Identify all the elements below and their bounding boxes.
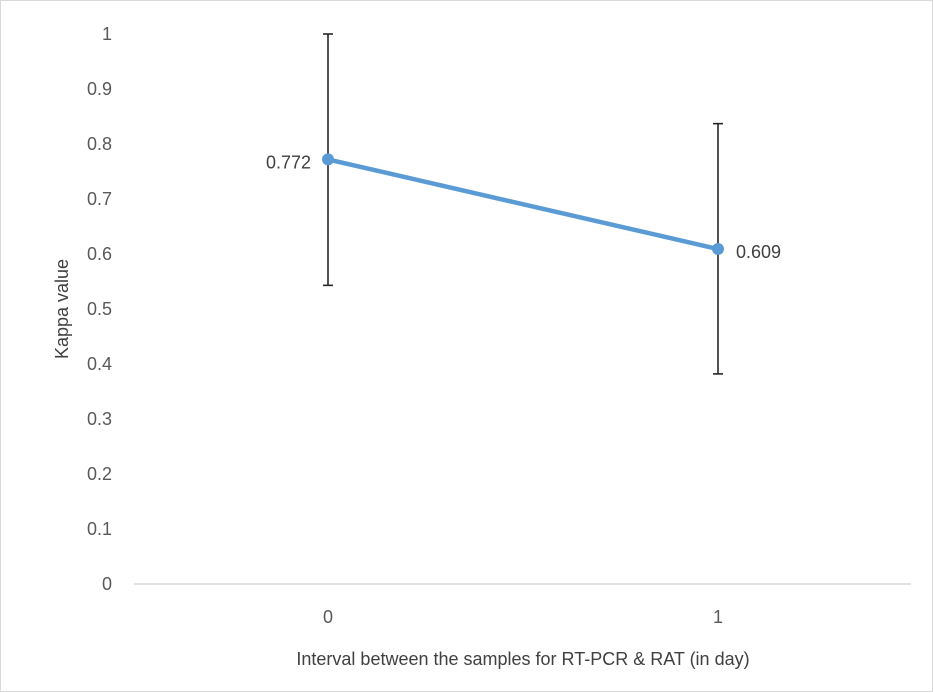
y-tick-label-8: 0.8 — [87, 134, 112, 154]
data-point-0 — [322, 153, 334, 166]
x-tick-label-0: 0 — [323, 607, 333, 627]
y-tick-label-0: 0 — [102, 574, 112, 594]
y-axis-title: Kappa value — [52, 259, 72, 359]
y-tick-label-2: 0.2 — [87, 464, 112, 484]
data-point-1 — [712, 243, 724, 256]
data-labels: 0.772 0.609 — [266, 152, 781, 262]
series-line — [325, 157, 721, 252]
y-tick-label-5: 0.5 — [87, 299, 112, 319]
x-tick-label-1: 1 — [713, 607, 723, 627]
y-tick-label-3: 0.3 — [87, 409, 112, 429]
y-tick-label-4: 0.4 — [87, 354, 112, 374]
y-tick-label-10: 1 — [102, 24, 112, 44]
y-tick-label-7: 0.7 — [87, 189, 112, 209]
data-points — [322, 153, 724, 256]
y-tick-label-9: 0.9 — [87, 79, 112, 99]
y-tick-labels: 0 0.1 0.2 0.3 0.4 0.5 0.6 0.7 0.8 0.9 1 — [87, 24, 112, 594]
data-label-1: 0.609 — [736, 242, 781, 262]
y-tick-label-1: 0.1 — [87, 519, 112, 539]
x-axis-title: Interval between the samples for RT-PCR … — [296, 649, 749, 669]
y-tick-label-6: 0.6 — [87, 244, 112, 264]
data-label-0: 0.772 — [266, 152, 311, 172]
